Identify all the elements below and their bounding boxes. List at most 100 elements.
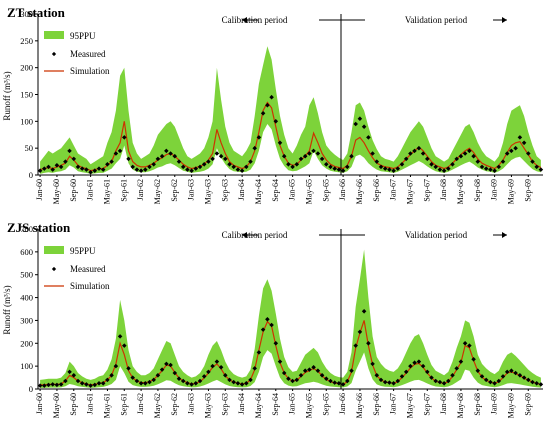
measured-point	[100, 381, 106, 386]
measured-point	[75, 164, 81, 170]
measured-point	[488, 379, 493, 385]
measured-point	[509, 368, 514, 373]
measured-point	[256, 135, 262, 140]
measured-point	[260, 327, 266, 332]
measured-point	[324, 376, 329, 381]
measured-point	[92, 382, 98, 388]
measured-point	[126, 366, 131, 371]
x-tick-label: Jan-64	[237, 393, 246, 414]
x-tick-label: Jan-67	[389, 393, 398, 414]
measured-point	[429, 375, 434, 380]
measured-point	[324, 162, 329, 167]
x-tick-label: May-60	[52, 179, 61, 204]
measured-point	[311, 365, 316, 370]
x-tick-label: May-62	[153, 393, 162, 418]
measured-point	[336, 381, 342, 386]
y-tick-label: 500	[20, 270, 33, 280]
measured-point	[496, 164, 502, 170]
ppu-band	[40, 46, 541, 174]
x-tick-label: Jan-63	[187, 393, 196, 414]
ppu-band	[40, 249, 541, 388]
measured-point	[433, 378, 438, 384]
x-tick-label: Jan-68	[439, 393, 448, 414]
measured-point	[302, 368, 308, 373]
measured-point	[475, 159, 481, 164]
measured-point	[500, 374, 506, 379]
measured-point	[387, 380, 392, 385]
y-tick-label: 300	[20, 9, 33, 19]
x-tick-label: Sep-63	[220, 393, 229, 416]
x-tick-label: Sep-61	[119, 179, 128, 202]
legend-marker-measured	[51, 51, 57, 57]
validation-label: Validation period	[405, 15, 468, 25]
calibration-arrowhead	[242, 232, 247, 238]
measured-point	[374, 159, 380, 164]
measured-point	[420, 363, 426, 369]
x-tick-label: Sep-68	[473, 179, 482, 202]
measured-point	[286, 376, 291, 381]
measured-point	[244, 381, 249, 386]
x-tick-label: May-63	[203, 393, 212, 418]
measured-point	[538, 382, 544, 387]
panel-title: ZJS station	[7, 220, 71, 235]
x-tick-label: Sep-64	[271, 393, 280, 416]
measured-point	[446, 378, 451, 384]
x-tick-label: Sep-65	[321, 179, 330, 202]
measured-point	[471, 357, 476, 362]
x-tick-label: Sep-66	[372, 393, 381, 416]
measured-point	[328, 378, 333, 384]
measured-point	[366, 341, 371, 346]
measured-point	[378, 377, 384, 383]
measured-point	[227, 377, 232, 383]
measured-point	[189, 382, 194, 387]
measured-point	[290, 378, 295, 384]
x-tick-label: Sep-69	[523, 179, 532, 202]
x-tick-label: May-65	[304, 179, 313, 204]
y-tick-label: 700	[20, 224, 33, 234]
panel-title: ZT station	[7, 5, 66, 20]
x-tick-label: Sep-67	[422, 393, 431, 416]
x-tick-label: May-62	[153, 179, 162, 204]
y-tick-label: 200	[20, 338, 33, 348]
y-axis-label: Runoff (m³/s)	[2, 71, 12, 120]
measured-point	[197, 378, 203, 384]
y-tick-label: 250	[20, 36, 33, 46]
measured-point	[467, 343, 472, 348]
measured-point	[340, 382, 346, 387]
y-tick-label: 0	[29, 384, 33, 394]
measured-point	[509, 148, 514, 154]
measured-point	[210, 363, 215, 369]
legend-marker-measured	[51, 266, 57, 272]
measured-point	[113, 151, 119, 156]
measured-point	[96, 381, 102, 386]
legend-label-simulation: Simulation	[70, 66, 110, 76]
measured-point	[298, 373, 304, 378]
measured-point	[193, 381, 199, 386]
measured-point	[265, 317, 270, 322]
measured-point	[71, 373, 77, 378]
measured-point	[479, 164, 485, 170]
x-tick-label: Jan-65	[288, 179, 297, 200]
x-tick-label: May-68	[456, 393, 465, 418]
x-tick-label: Jan-62	[136, 179, 145, 200]
x-tick-label: May-69	[506, 393, 515, 418]
measured-point	[147, 379, 152, 385]
measured-point	[416, 359, 422, 364]
measured-point	[84, 167, 89, 172]
measured-point	[513, 370, 518, 376]
x-tick-label: Sep-61	[119, 393, 128, 416]
measured-point	[319, 373, 325, 378]
x-tick-label: Jan-69	[490, 179, 499, 200]
measured-point	[159, 367, 165, 372]
measured-point	[79, 381, 85, 386]
measured-point	[526, 377, 531, 383]
measured-point	[277, 359, 283, 364]
x-tick-label: Jan-62	[136, 393, 145, 414]
x-tick-label: May-67	[405, 179, 414, 204]
x-tick-label: May-63	[203, 179, 212, 204]
x-tick-label: Jan-68	[439, 179, 448, 200]
measured-point	[298, 156, 304, 162]
measured-point	[332, 380, 337, 385]
x-tick-label: Jan-66	[338, 179, 347, 200]
measured-point	[446, 166, 451, 171]
